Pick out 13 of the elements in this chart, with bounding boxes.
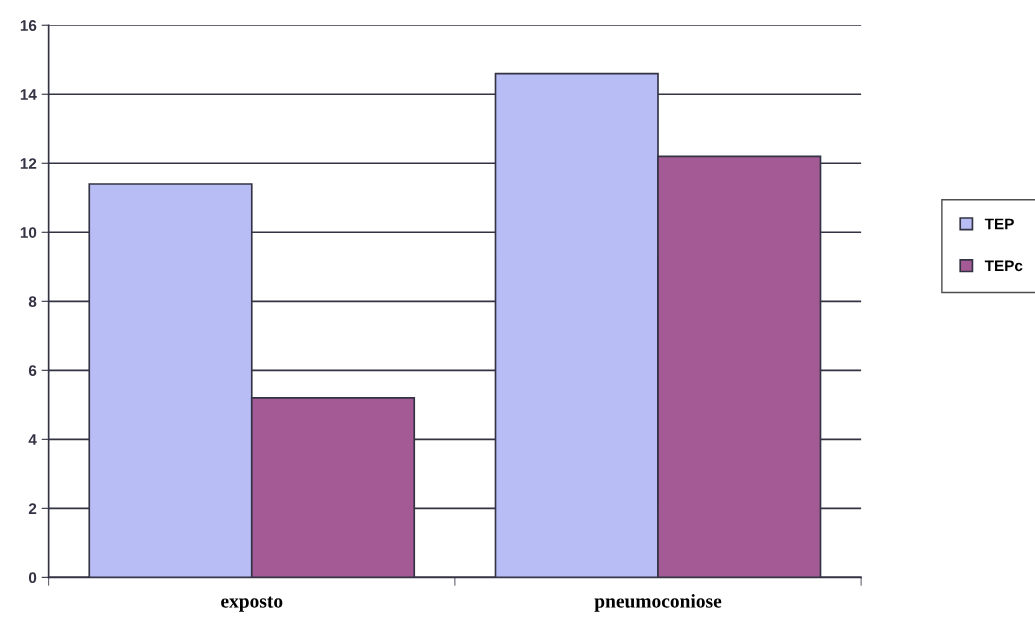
y-tick-label: 2 [28, 503, 37, 514]
y-tick-label: 0 [28, 572, 37, 584]
y-tick-label: 10 [20, 227, 37, 238]
x-tick-label: pneumoconiose [594, 594, 722, 612]
x-tick-label: exposto [221, 596, 283, 612]
y-tick-label: 14 [20, 89, 37, 100]
y-tick-label: 6 [28, 365, 37, 376]
y-tick-label: 16 [20, 20, 37, 31]
legend-label: TEP [984, 218, 1014, 230]
y-tick-label: 8 [28, 296, 37, 307]
y-tick-label: 4 [28, 434, 37, 445]
legend-label: TEPc [984, 260, 1023, 272]
y-tick-label: 12 [20, 158, 37, 169]
